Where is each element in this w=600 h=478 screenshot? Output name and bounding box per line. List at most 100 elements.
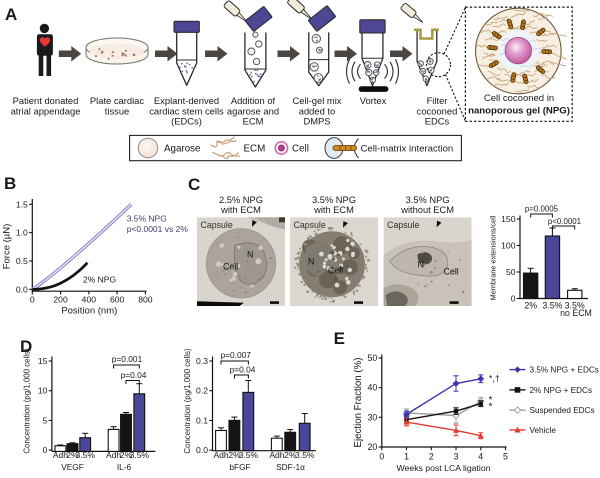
svg-text:600: 600	[110, 295, 125, 305]
svg-text:N: N	[247, 249, 253, 259]
svg-text:Plate cardiac: Plate cardiac	[90, 95, 145, 106]
svg-text:p=0.04: p=0.04	[121, 370, 147, 380]
svg-text:30: 30	[368, 412, 378, 422]
svg-text:2%: 2%	[228, 450, 241, 460]
svg-text:2%: 2%	[120, 450, 133, 460]
svg-text:cardiac stem cells: cardiac stem cells	[149, 105, 224, 116]
svg-text:Suspended EDCs: Suspended EDCs	[530, 406, 595, 415]
svg-text:Vortex: Vortex	[360, 95, 387, 106]
svg-text:atrial appendage: atrial appendage	[11, 105, 81, 116]
svg-text:Cell: Cell	[223, 261, 238, 271]
svg-text:1: 1	[404, 452, 409, 462]
svg-text:3.5%: 3.5%	[130, 450, 150, 460]
svg-text:Vehicle: Vehicle	[530, 426, 557, 435]
svg-text:bFGF: bFGF	[229, 462, 250, 472]
svg-text:0: 0	[30, 295, 35, 305]
svg-text:with ECM: with ECM	[220, 205, 261, 215]
svg-text:Cell cocooned in: Cell cocooned in	[484, 93, 554, 104]
svg-text:2.5% NPG: 2.5% NPG	[219, 195, 263, 205]
svg-text:B: B	[4, 174, 16, 193]
svg-text:2%: 2%	[284, 450, 297, 460]
svg-text:*: *	[489, 402, 493, 413]
svg-text:tissue: tissue	[105, 105, 130, 116]
svg-text:SDF-1α: SDF-1α	[276, 462, 305, 472]
svg-text:0: 0	[511, 294, 516, 304]
svg-text:400: 400	[82, 295, 97, 305]
svg-text:5: 5	[43, 415, 48, 425]
svg-text:4: 4	[478, 452, 483, 462]
svg-text:N: N	[308, 256, 314, 266]
svg-text:Weeks post LCA ligation: Weeks post LCA ligation	[396, 463, 490, 473]
svg-text:Capsule: Capsule	[387, 220, 419, 230]
svg-text:15: 15	[38, 356, 48, 366]
svg-text:0.0: 0.0	[196, 445, 208, 455]
svg-text:agarose and: agarose and	[227, 105, 279, 116]
svg-text:2%: 2%	[66, 450, 79, 460]
svg-text:50: 50	[368, 353, 378, 363]
svg-text:ECM: ECM	[243, 116, 264, 127]
svg-text:p<0.0001: p<0.0001	[548, 217, 581, 226]
svg-text:E: E	[334, 329, 345, 348]
svg-text:3: 3	[454, 452, 459, 462]
svg-text:200: 200	[53, 295, 68, 305]
svg-text:Force (µN): Force (µN)	[2, 224, 13, 270]
svg-text:nanoporous gel (NPG): nanoporous gel (NPG)	[468, 106, 570, 117]
svg-text:10: 10	[38, 386, 48, 396]
svg-text:C: C	[188, 175, 200, 194]
svg-text:3.5%: 3.5%	[239, 450, 259, 460]
svg-text:IL-6: IL-6	[117, 462, 132, 472]
svg-text:2: 2	[429, 452, 434, 462]
svg-text:3.5% NPG: 3.5% NPG	[406, 195, 450, 205]
svg-text:2% NPG + EDCs: 2% NPG + EDCs	[530, 386, 593, 395]
svg-text:40: 40	[368, 383, 378, 393]
svg-text:DMPS: DMPS	[303, 116, 330, 127]
svg-text:Position (nm): Position (nm)	[61, 306, 117, 317]
svg-text:2%: 2%	[524, 301, 537, 311]
svg-text:*,†: *,†	[489, 374, 500, 384]
svg-text:3.5% NPG + EDCs: 3.5% NPG + EDCs	[530, 366, 599, 375]
svg-text:3.5% NPG: 3.5% NPG	[127, 214, 167, 224]
svg-text:Adh: Adh	[53, 450, 68, 460]
svg-text:800: 800	[138, 295, 153, 305]
svg-text:0: 0	[379, 452, 384, 462]
svg-text:3.5%: 3.5%	[565, 301, 585, 311]
svg-text:Membrane extensions/cell: Membrane extensions/cell	[489, 215, 498, 300]
svg-text:N: N	[418, 259, 424, 269]
svg-text:3.5%: 3.5%	[295, 450, 315, 460]
svg-text:100: 100	[501, 241, 516, 251]
svg-text:150: 150	[501, 214, 516, 224]
svg-text:Adh: Adh	[213, 450, 228, 460]
svg-text:5: 5	[503, 452, 508, 462]
svg-text:no ECM: no ECM	[560, 308, 592, 318]
svg-text:with ECM: with ECM	[313, 205, 354, 215]
svg-text:Adh: Adh	[269, 450, 284, 460]
svg-text:1.5: 1.5	[16, 199, 28, 209]
svg-text:1.0: 1.0	[16, 228, 28, 238]
svg-text:3.5% NPG: 3.5% NPG	[312, 195, 356, 205]
svg-text:Cell: Cell	[328, 265, 343, 275]
svg-text:Cell-matrix interaction: Cell-matrix interaction	[361, 143, 454, 154]
svg-text:Addition of: Addition of	[231, 95, 276, 106]
svg-text:50: 50	[506, 267, 516, 277]
svg-text:p=0.04: p=0.04	[230, 364, 256, 374]
svg-text:Cell: Cell	[292, 143, 309, 154]
svg-text:Concentration (pg/1,000 cells): Concentration (pg/1,000 cells)	[183, 348, 192, 454]
svg-text:p=0.007: p=0.007	[220, 350, 251, 360]
svg-text:*: *	[489, 395, 493, 406]
svg-text:Patient donated: Patient donated	[13, 95, 79, 106]
svg-text:0.3: 0.3	[196, 356, 208, 366]
svg-text:added to: added to	[299, 105, 336, 116]
svg-text:3.5%: 3.5%	[76, 450, 96, 460]
svg-text:0.5: 0.5	[16, 256, 28, 266]
svg-text:Concentration (pg/1,000 cells): Concentration (pg/1,000 cells)	[23, 348, 32, 454]
svg-text:p<0.0001 vs 2%: p<0.0001 vs 2%	[127, 224, 189, 234]
svg-text:Capsule: Capsule	[201, 220, 233, 230]
svg-text:Agarose: Agarose	[164, 143, 201, 154]
svg-text:A: A	[5, 5, 17, 24]
svg-text:0.1: 0.1	[196, 415, 208, 425]
svg-text:Cell-gel mix: Cell-gel mix	[293, 95, 342, 106]
svg-text:0.0: 0.0	[16, 284, 28, 294]
svg-text:3.5%: 3.5%	[542, 301, 562, 311]
svg-text:p=0.001: p=0.001	[112, 354, 143, 364]
svg-text:20: 20	[368, 442, 378, 452]
